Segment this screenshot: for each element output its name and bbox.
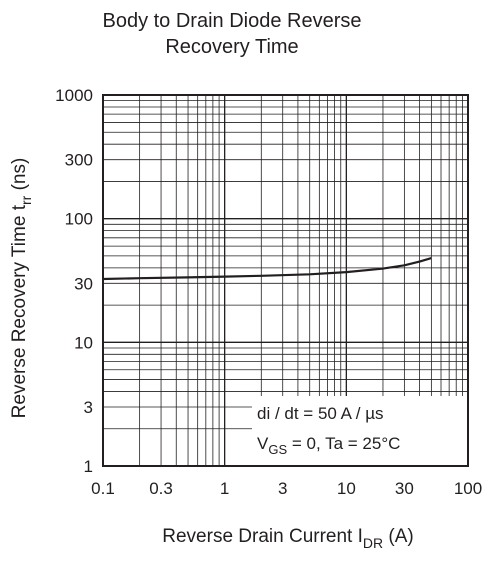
condition-note: di / dt = 50 A / µs VGS = 0, Ta = 25°C xyxy=(252,396,467,465)
x-tick-label: 0.3 xyxy=(149,479,173,498)
plot-frame xyxy=(102,94,469,467)
x-tick-label: 10 xyxy=(337,479,356,498)
y-tick-label: 10 xyxy=(74,333,93,352)
condition-note-line: VGS = 0, Ta = 25°C xyxy=(257,434,400,457)
series-layer xyxy=(102,257,432,281)
y-tick-label: 300 xyxy=(65,151,93,170)
y-tick-label: 1 xyxy=(84,457,93,476)
y-axis-label: Reverse Recovery Time trr (ns) xyxy=(9,158,34,419)
condition-note-line: di / dt = 50 A / µs xyxy=(257,404,384,423)
tick-labels: 0.1 0.3 1 3 10 30 100 1 3 10 30 100 300 1000 xyxy=(55,86,482,498)
y-tick-label: 30 xyxy=(74,274,93,293)
x-tick-label: 0.1 xyxy=(91,479,115,498)
series-line xyxy=(102,257,432,281)
y-tick-label: 100 xyxy=(65,210,93,229)
plot-border xyxy=(102,94,469,467)
x-tick-label: 3 xyxy=(278,479,287,498)
condition-note-background xyxy=(252,396,467,465)
y-tick-label: 1000 xyxy=(55,86,93,105)
y-tick-label: 3 xyxy=(84,398,93,417)
grid xyxy=(103,95,468,466)
x-tick-label: 1 xyxy=(220,479,229,498)
chart-title-line-1: Body to Drain Diode Reverse xyxy=(102,10,362,32)
chart-title-line-2: Recovery Time xyxy=(165,36,299,58)
axis-labels: Reverse Drain Current IDR (A) Reverse Rec… xyxy=(9,158,414,551)
x-tick-label: 100 xyxy=(454,479,482,498)
x-tick-label: 30 xyxy=(395,479,414,498)
x-axis-label: Reverse Drain Current IDR (A) xyxy=(162,526,413,551)
